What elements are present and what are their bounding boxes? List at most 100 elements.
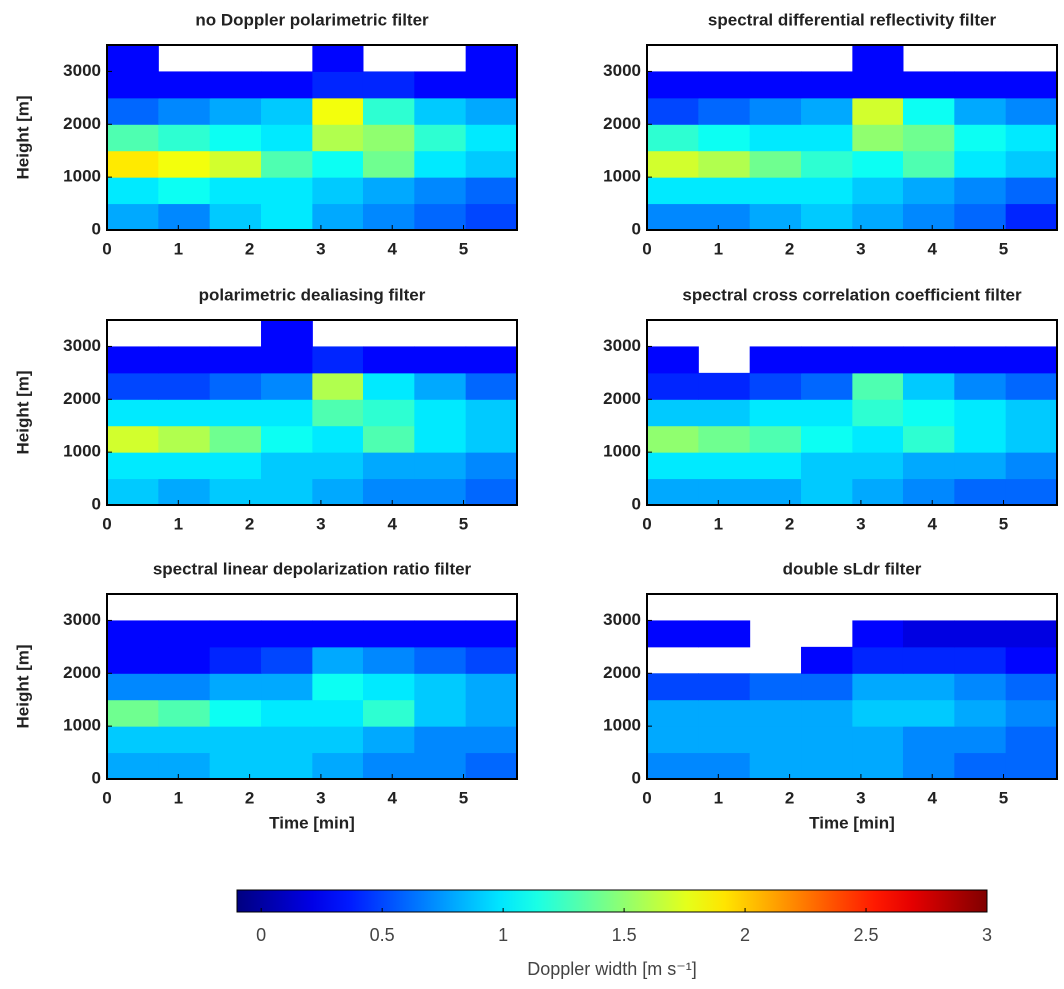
heatmap-cell: [414, 399, 467, 427]
heatmap-cell: [209, 177, 262, 205]
heatmap-cell: [261, 203, 313, 231]
heatmap-cell: [1005, 71, 1058, 99]
heatmap-cell: [1005, 124, 1058, 152]
heatmap-cell: [312, 646, 364, 674]
heatmap-cell: [954, 97, 1007, 125]
heatmap-cell: [261, 699, 313, 727]
heatmap-cell: [362, 699, 415, 727]
heatmap-cell: [852, 150, 904, 178]
heatmap-cell: [465, 452, 518, 480]
heatmap-cell: [749, 372, 802, 400]
heatmap-cell: [362, 752, 415, 780]
heatmap-cell: [465, 399, 518, 427]
heatmap-cell: [414, 425, 467, 453]
heatmap-cell: [801, 71, 853, 99]
heatmap-cell: [954, 726, 1007, 754]
x-tick-label: 2: [785, 514, 794, 533]
heatmap-cell: [698, 699, 751, 727]
heatmap-cell: [954, 399, 1007, 427]
panel-title: spectral cross correlation coefficient f…: [682, 285, 1022, 304]
colorbar-tick-label: 1.5: [612, 925, 637, 945]
heatmap-cell: [107, 646, 159, 674]
x-tick-label: 5: [999, 239, 1008, 258]
heatmap-cell: [698, 372, 751, 400]
heatmap-cell: [414, 372, 467, 400]
plot-frame: [646, 44, 1058, 231]
heatmap-cell: [209, 372, 262, 400]
heatmap-cell: [362, 372, 415, 400]
x-tick-label: 1: [714, 514, 723, 533]
heatmap-cell: [852, 71, 904, 99]
heatmap-cell: [362, 452, 415, 480]
heatmap-cell: [902, 97, 955, 125]
heatmap-cell: [209, 425, 262, 453]
heatmap-cell: [749, 203, 802, 231]
heatmap-cell: [465, 752, 518, 780]
heatmap-cell: [852, 699, 904, 727]
heatmap-cell: [107, 620, 159, 648]
heatmap-cell: [465, 177, 518, 205]
heatmap-cell: [261, 177, 313, 205]
heatmap-cell: [902, 177, 955, 205]
heatmap-cell: [362, 646, 415, 674]
heatmap-cell: [852, 726, 904, 754]
heatmap-cell: [801, 673, 853, 701]
heatmap-cell: [1005, 646, 1058, 674]
heatmap-cell: [954, 71, 1007, 99]
heatmap-cell: [312, 45, 364, 72]
heatmap-cell: [261, 726, 313, 754]
heatmap-cell: [801, 425, 853, 453]
heatmap-cell: [647, 203, 699, 231]
heatmap-cell: [698, 620, 751, 648]
heatmap-cell: [647, 673, 699, 701]
y-tick-label: 1000: [603, 716, 641, 735]
heatmap-cell: [647, 124, 699, 152]
plot-frame: [646, 593, 1058, 780]
heatmap-cell: [158, 97, 211, 125]
heatmap-cell: [414, 646, 467, 674]
heatmap-cell: [158, 478, 211, 506]
heatmap-cell: [902, 203, 955, 231]
heatmap-cell: [465, 150, 518, 178]
heatmap-cell: [647, 399, 699, 427]
heatmap-cell: [312, 699, 364, 727]
heatmap-cell: [647, 346, 699, 374]
heatmap-cell: [902, 372, 955, 400]
heatmap-cell: [698, 673, 751, 701]
y-tick-label: 0: [632, 494, 641, 513]
heatmap-cell: [801, 399, 853, 427]
y-tick-label: 0: [632, 219, 641, 238]
heatmap-cell: [1005, 699, 1058, 727]
heatmap-cell: [312, 425, 364, 453]
heatmap-cell: [852, 478, 904, 506]
heatmap-cell: [954, 646, 1007, 674]
heatmap-cell: [209, 203, 262, 231]
heatmap-cell: [414, 346, 467, 374]
plot-frame: [106, 44, 518, 231]
heatmap-cell: [801, 726, 853, 754]
x-tick-label: 5: [459, 788, 468, 807]
heatmap-cell: [414, 752, 467, 780]
colorbar-label: Doppler width [m s⁻¹]: [527, 959, 697, 979]
colorbar-tick-label: 3: [982, 925, 992, 945]
heatmap-cell: [801, 699, 853, 727]
heatmap-cell: [954, 203, 1007, 231]
heatmap-cell: [362, 346, 415, 374]
heatmap-cell: [954, 620, 1007, 648]
x-tick-label: 3: [316, 788, 325, 807]
heatmap-cell: [261, 452, 313, 480]
y-tick-label: 1000: [603, 167, 641, 186]
heatmap-cell: [801, 452, 853, 480]
colorbar-tick-label: 1: [498, 925, 508, 945]
x-tick-label: 0: [102, 239, 111, 258]
heatmap-cell: [312, 124, 364, 152]
heatmap-cell: [902, 124, 955, 152]
heatmap-cell: [1005, 478, 1058, 506]
heatmap-cell: [698, 97, 751, 125]
heatmap-cell: [852, 203, 904, 231]
heatmap-cell: [852, 45, 904, 72]
heatmap-cell: [362, 620, 415, 648]
heatmap-cell: [261, 425, 313, 453]
heatmap-cell: [209, 478, 262, 506]
